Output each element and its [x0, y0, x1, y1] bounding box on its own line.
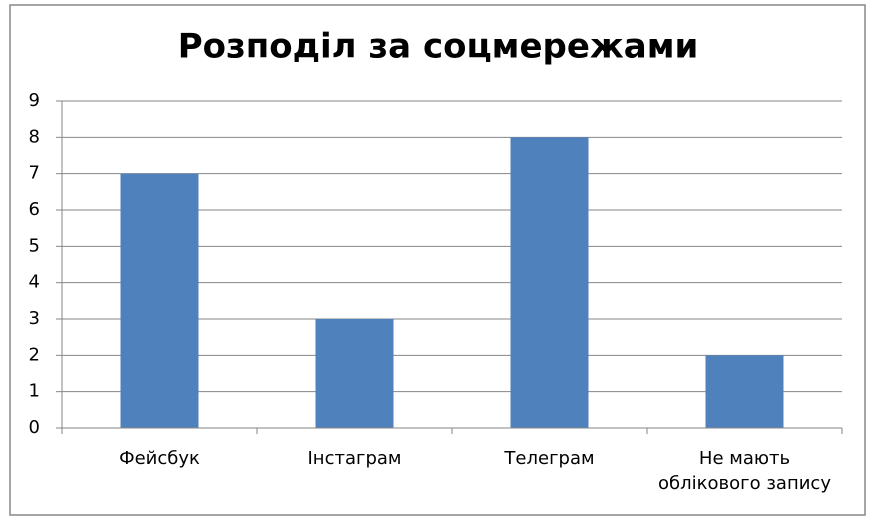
- bar: [705, 355, 784, 428]
- y-tick-label: 3: [29, 308, 40, 329]
- x-tick-label: Телеграм: [504, 448, 595, 469]
- chart-title: Розподіл за соцмережами: [178, 27, 699, 67]
- bar: [315, 319, 394, 428]
- y-tick-label: 8: [29, 126, 40, 147]
- y-tick-label: 2: [29, 344, 40, 365]
- bar: [120, 173, 199, 428]
- y-tick-label: 6: [29, 199, 40, 220]
- x-tick-label: Не мають облікового запису: [658, 448, 831, 494]
- y-tick-label: 4: [29, 272, 40, 293]
- x-tick-label: Інстаграм: [307, 448, 402, 469]
- y-tick-label: 0: [29, 417, 40, 438]
- y-tick-label: 9: [29, 90, 40, 111]
- bar: [510, 137, 589, 429]
- y-tick-label: 1: [29, 381, 40, 402]
- y-tick-label: 5: [29, 235, 40, 256]
- x-tick-label: Фейсбук: [119, 448, 200, 469]
- y-tick-label: 7: [29, 163, 40, 184]
